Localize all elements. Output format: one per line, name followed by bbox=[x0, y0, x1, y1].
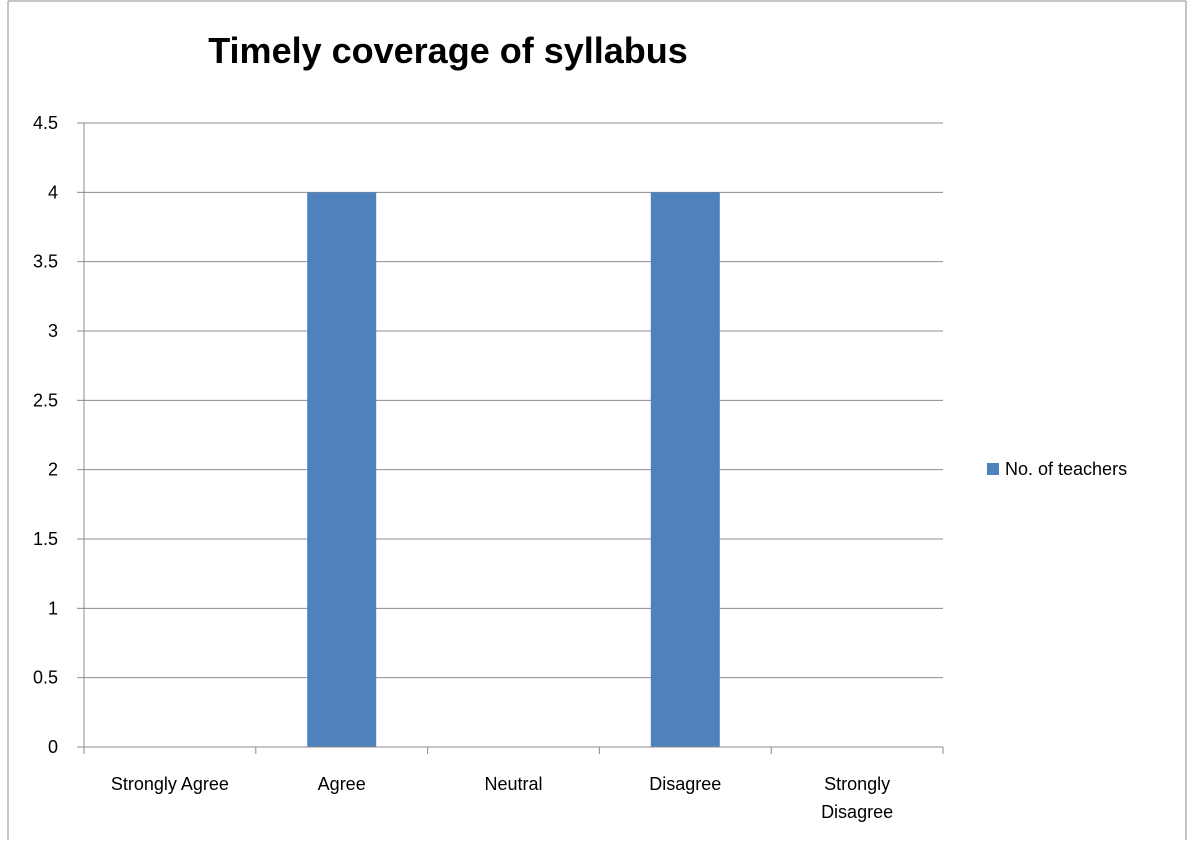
y-tick-label: 2 bbox=[48, 460, 58, 480]
legend-label: No. of teachers bbox=[1005, 459, 1127, 479]
legend: No. of teachers bbox=[987, 459, 1127, 479]
bar-disagree bbox=[651, 192, 720, 747]
gridlines bbox=[77, 123, 943, 747]
x-tick-label: Disagree bbox=[649, 774, 721, 794]
y-tick-label: 4 bbox=[48, 182, 58, 202]
y-tick-label: 3 bbox=[48, 321, 58, 341]
axes bbox=[84, 123, 943, 754]
y-tick-label: 3.5 bbox=[33, 252, 58, 272]
y-tick-labels: 0 0.5 1 1.5 2 2.5 3 3.5 4 4.5 bbox=[33, 113, 58, 757]
y-tick-label: 0 bbox=[48, 737, 58, 757]
y-tick-label: 0.5 bbox=[33, 668, 58, 688]
x-tick-label: Neutral bbox=[484, 774, 542, 794]
x-tick-label: Strongly Agree bbox=[111, 774, 229, 794]
y-tick-label: 1.5 bbox=[33, 529, 58, 549]
y-tick-label: 2.5 bbox=[33, 390, 58, 410]
legend-swatch bbox=[987, 463, 999, 475]
bar-agree bbox=[307, 192, 376, 747]
x-tick-labels: Strongly Agree Agree Neutral Disagree Strong… bbox=[111, 774, 893, 822]
y-tick-label: 4.5 bbox=[33, 113, 58, 133]
y-tick-label: 1 bbox=[48, 598, 58, 618]
x-tick-label: Agree bbox=[318, 774, 366, 794]
chart-title: Timely coverage of syllabus bbox=[208, 30, 688, 71]
x-tick-label: Strongly Disagree bbox=[821, 774, 893, 822]
